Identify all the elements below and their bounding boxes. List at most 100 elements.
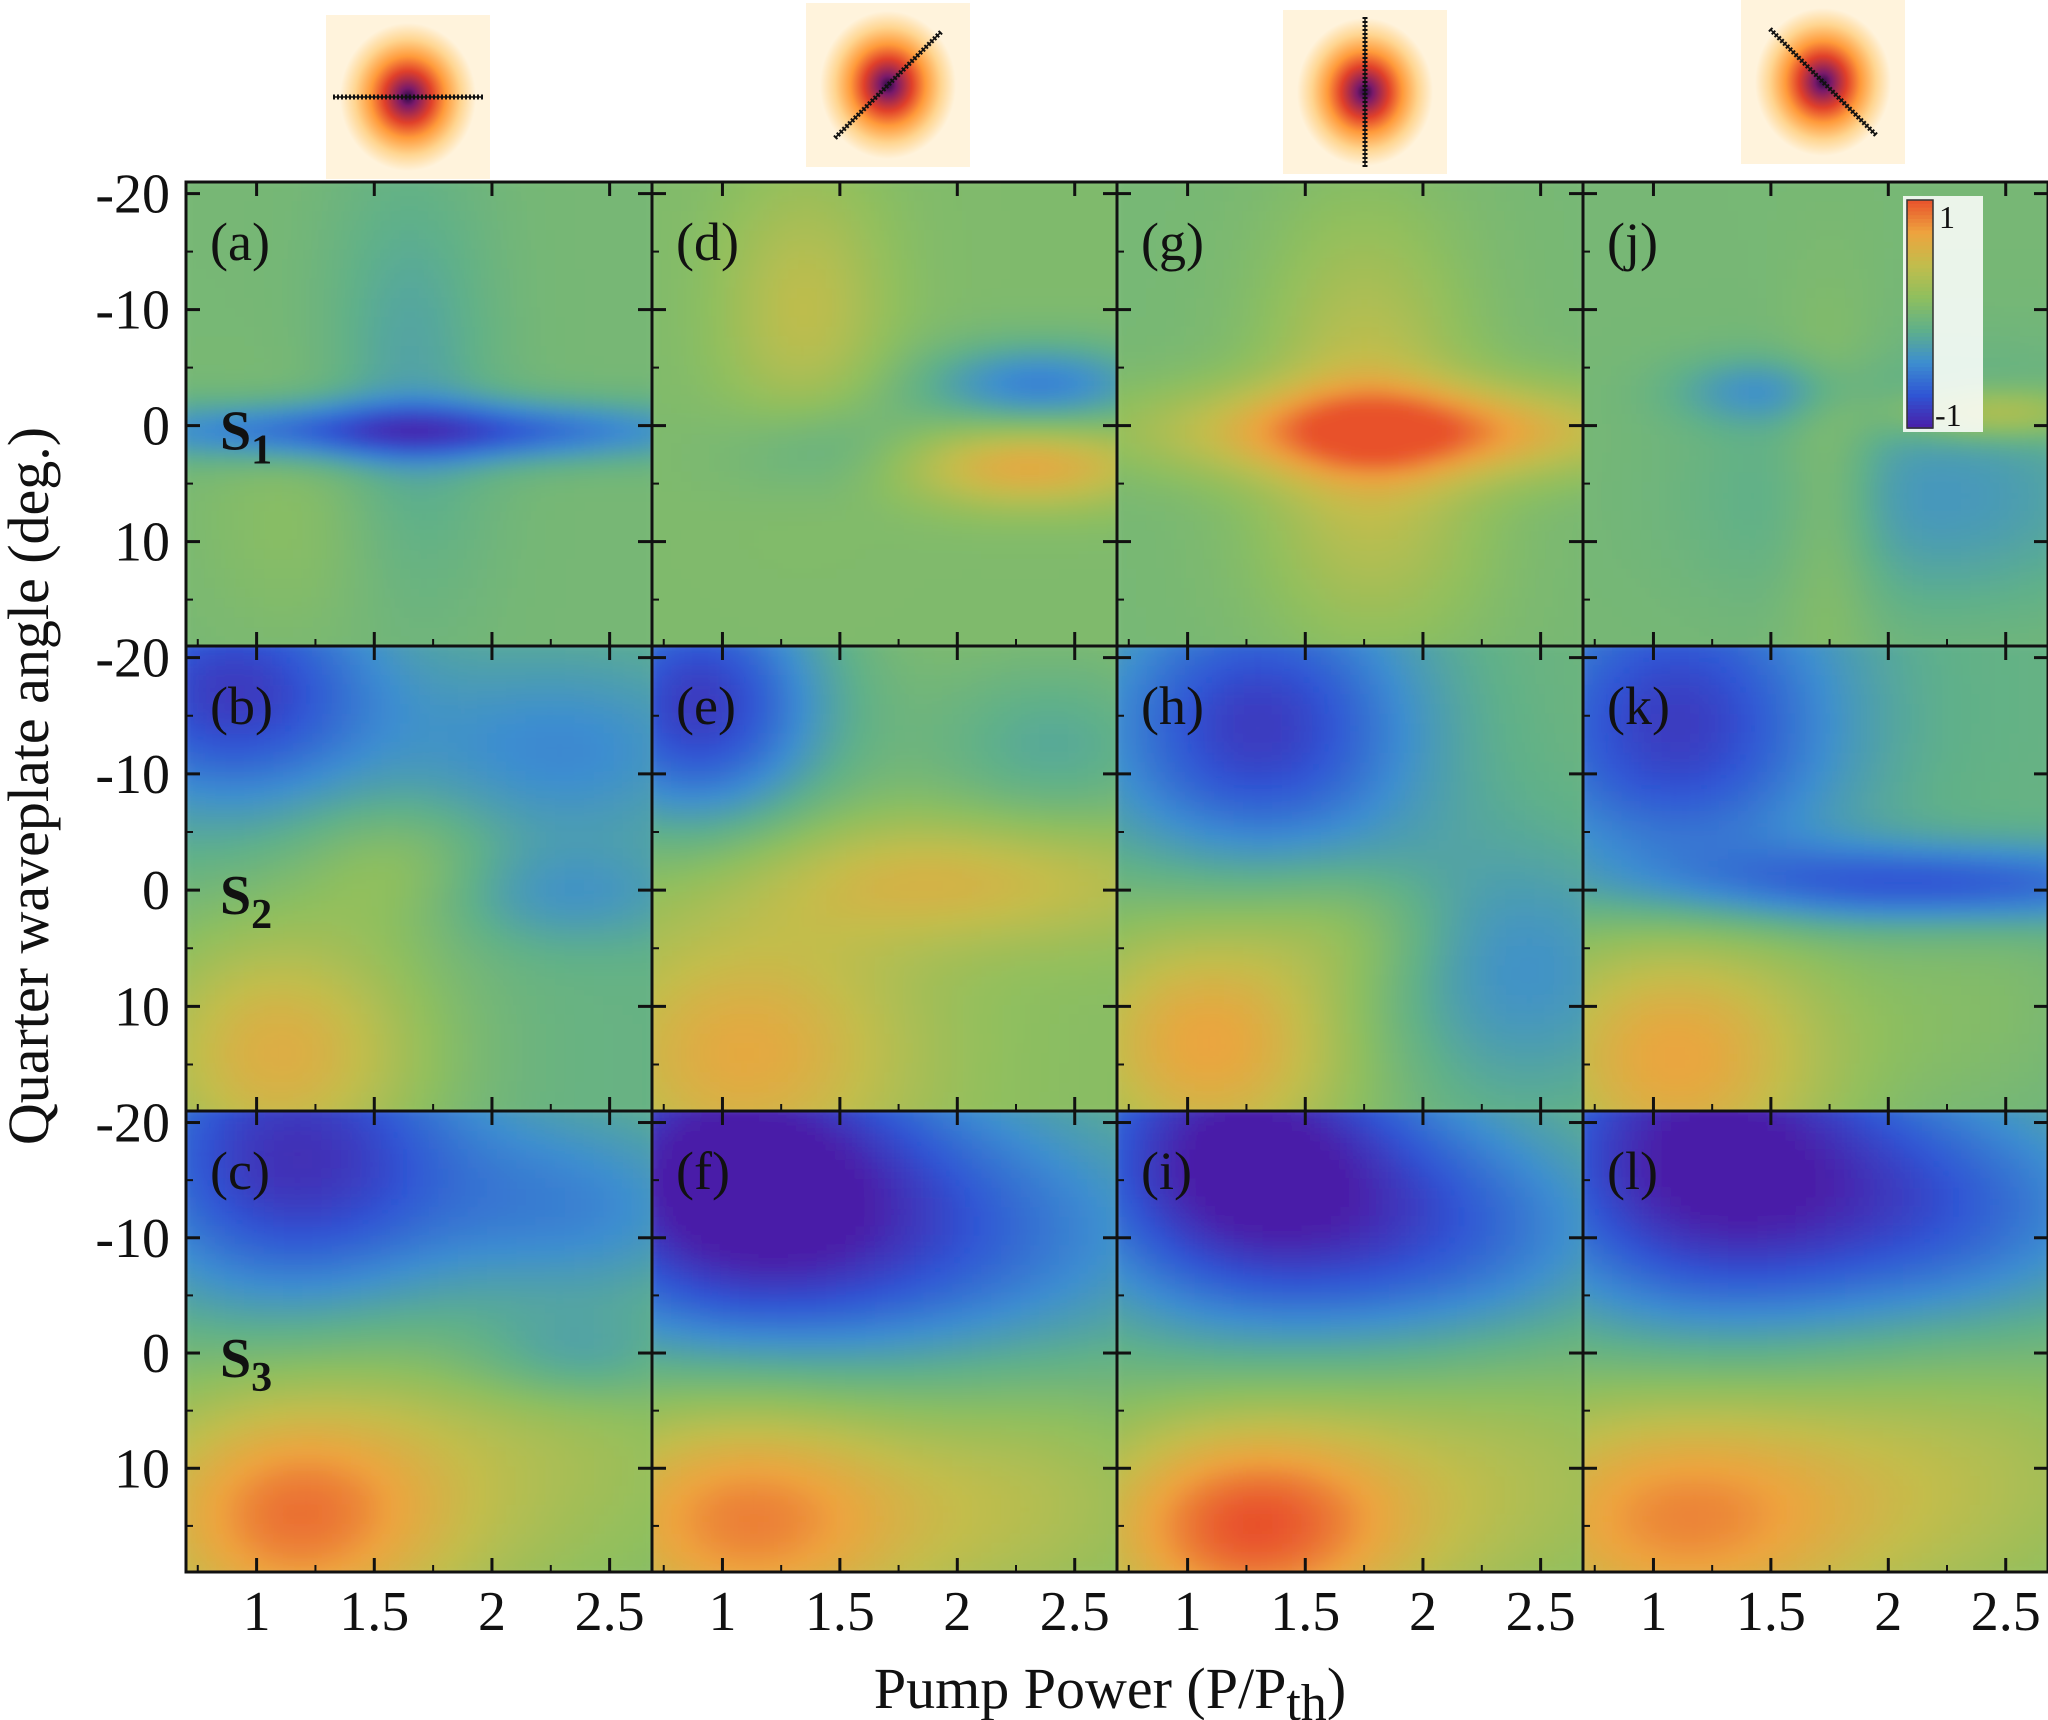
heatmap-cell bbox=[1010, 414, 1022, 425]
heatmap-cell bbox=[845, 607, 857, 619]
heatmap-cell bbox=[224, 636, 236, 646]
heatmap-cell bbox=[564, 394, 576, 406]
heatmap-cell bbox=[816, 240, 828, 251]
heatmap-cell bbox=[477, 375, 489, 387]
heatmap-cell bbox=[195, 414, 207, 425]
heatmap-cell bbox=[331, 626, 343, 638]
heatmap-cell bbox=[545, 588, 557, 599]
heatmap-cell bbox=[787, 317, 799, 329]
heatmap-cell bbox=[768, 259, 780, 271]
heatmap-cell bbox=[360, 278, 372, 290]
heatmap-cell bbox=[952, 317, 964, 329]
heatmap-cell bbox=[661, 220, 673, 232]
heatmap-cell bbox=[826, 568, 838, 580]
heatmap-cell bbox=[1020, 365, 1031, 377]
heatmap-cell bbox=[292, 182, 304, 193]
heatmap-cell bbox=[836, 588, 847, 599]
heatmap-cell bbox=[855, 230, 867, 242]
heatmap-cell bbox=[389, 211, 401, 222]
heatmap-cell bbox=[1068, 520, 1080, 532]
heatmap-cell bbox=[428, 346, 440, 358]
heatmap-cell bbox=[399, 375, 411, 387]
heatmap-cell bbox=[865, 588, 876, 599]
heatmap-cell bbox=[845, 414, 857, 425]
heatmap-cell bbox=[652, 530, 663, 541]
heatmap-cell bbox=[932, 414, 944, 425]
heatmap-cell bbox=[302, 433, 314, 445]
heatmap-cell bbox=[467, 404, 479, 416]
heatmap-cell bbox=[215, 433, 226, 445]
heatmap-cell bbox=[506, 404, 518, 416]
heatmap-cell bbox=[389, 259, 401, 271]
heatmap-cell bbox=[700, 559, 712, 570]
heatmap-cell bbox=[370, 462, 382, 474]
heatmap-cell bbox=[302, 539, 314, 551]
heatmap-cell bbox=[642, 568, 652, 580]
heatmap-cell bbox=[826, 259, 838, 271]
heatmap-cell bbox=[331, 433, 343, 445]
heatmap-cell bbox=[457, 346, 469, 358]
heatmap-cell bbox=[360, 636, 372, 646]
heatmap-cell bbox=[273, 520, 285, 532]
heatmap-cell bbox=[496, 220, 508, 232]
heatmap-cell bbox=[244, 220, 256, 232]
heatmap-cell bbox=[894, 240, 906, 251]
heatmap-cell bbox=[855, 211, 867, 222]
heatmap-cell bbox=[661, 365, 673, 377]
heatmap-cell bbox=[409, 568, 421, 580]
heatmap-cell bbox=[768, 433, 780, 445]
heatmap-cell bbox=[1029, 414, 1041, 425]
heatmap-cell bbox=[622, 626, 634, 638]
heatmap-cell bbox=[622, 433, 634, 445]
heatmap-cell bbox=[700, 356, 712, 367]
heatmap-cell bbox=[360, 433, 372, 445]
heatmap-cell bbox=[312, 636, 324, 646]
heatmap-cell bbox=[564, 549, 576, 561]
heatmap-cell bbox=[652, 472, 663, 483]
heatmap-cell bbox=[777, 588, 789, 599]
heatmap-cell bbox=[438, 240, 450, 251]
heatmap-cell bbox=[758, 452, 770, 464]
heatmap-cell bbox=[254, 626, 265, 638]
heatmap-cell bbox=[1078, 423, 1090, 435]
heatmap-cell bbox=[292, 491, 304, 503]
heatmap-cell bbox=[564, 259, 576, 271]
heatmap-cell bbox=[807, 568, 818, 580]
heatmap-cell bbox=[729, 278, 741, 290]
heatmap-cell bbox=[1049, 307, 1061, 319]
heatmap-cell bbox=[710, 636, 721, 646]
heatmap-cell bbox=[787, 259, 799, 271]
heatmap-cell bbox=[506, 578, 518, 590]
heatmap-cell bbox=[593, 530, 605, 541]
heatmap-cell bbox=[457, 404, 469, 416]
heatmap-cell bbox=[681, 249, 692, 261]
heatmap-cell bbox=[1000, 520, 1012, 532]
heatmap-cell bbox=[1058, 452, 1070, 464]
heatmap-cell bbox=[884, 288, 896, 300]
heatmap-cell bbox=[903, 530, 915, 541]
heatmap-cell bbox=[263, 626, 275, 638]
heatmap-cell bbox=[991, 240, 1002, 251]
heatmap-cell bbox=[224, 365, 236, 377]
heatmap-cell bbox=[952, 288, 964, 300]
heatmap-cell bbox=[681, 191, 692, 203]
heatmap-cell bbox=[564, 375, 576, 387]
heatmap-cell bbox=[632, 317, 644, 329]
heatmap-cell bbox=[380, 230, 392, 242]
heatmap-cell bbox=[186, 501, 197, 512]
heatmap-cell bbox=[341, 472, 353, 483]
heatmap-cell bbox=[739, 346, 751, 358]
heatmap-cell bbox=[690, 211, 702, 222]
heatmap-cell bbox=[681, 269, 692, 280]
heatmap-cell bbox=[283, 568, 294, 580]
heatmap-cell bbox=[816, 433, 828, 445]
heatmap-cell bbox=[506, 539, 518, 551]
heatmap-cell bbox=[545, 327, 557, 338]
heatmap-cell bbox=[574, 249, 586, 261]
heatmap-cell bbox=[700, 491, 712, 503]
heatmap-cell bbox=[991, 423, 1002, 435]
heatmap-cell bbox=[952, 559, 964, 570]
heatmap-cell bbox=[981, 520, 993, 532]
heatmap-cell bbox=[642, 433, 652, 445]
heatmap-cell bbox=[932, 191, 944, 203]
